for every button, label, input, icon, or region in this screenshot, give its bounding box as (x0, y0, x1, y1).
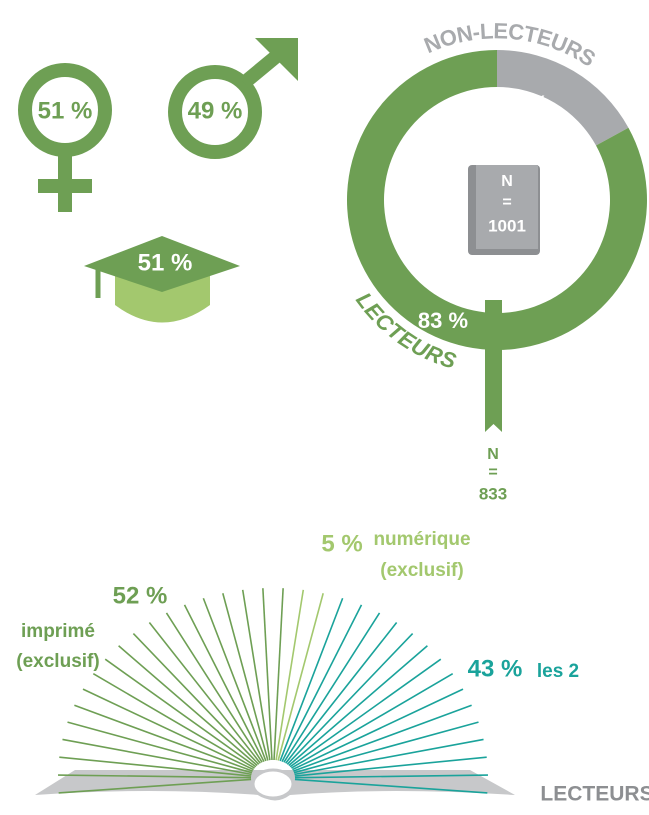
fan-line (294, 738, 484, 776)
fan-line (275, 589, 305, 761)
fan-line (289, 658, 442, 768)
bookmark (485, 300, 502, 400)
fan-line (293, 704, 472, 772)
total-value: 1001 (488, 216, 526, 235)
fan-line (62, 738, 252, 776)
fan-line (290, 672, 454, 769)
fan-line (288, 645, 428, 767)
fan (58, 588, 488, 794)
female-pct: 51 % (38, 97, 93, 124)
book-spine (251, 768, 295, 800)
fan-line (92, 672, 256, 769)
fan-line (104, 658, 257, 768)
fan-line (74, 704, 253, 772)
fan-line (82, 688, 254, 771)
fan-line (285, 622, 398, 764)
female-symbol (18, 63, 112, 212)
digital-pct: 5 % (321, 530, 362, 557)
donut (347, 50, 647, 351)
fan-line (59, 756, 252, 777)
printed-pct: 52 % (113, 582, 168, 609)
fan-line (58, 778, 252, 794)
formats-title: LECTEURS (540, 783, 649, 806)
fan-line (279, 597, 344, 762)
fan-segment (279, 597, 488, 794)
fan-line (294, 774, 488, 779)
bookmark-tail (485, 398, 502, 432)
donut-segment (497, 50, 629, 146)
readers-value: 833 (479, 484, 507, 503)
book-cover (476, 165, 538, 249)
fan-segment (58, 588, 284, 794)
nonreaders-pct: 17 % (498, 91, 548, 116)
fan-line (286, 632, 414, 765)
fan-line (293, 721, 479, 774)
male-pct: 49 % (188, 97, 243, 124)
digital-name: numérique (373, 529, 470, 550)
both-name: les 2 (537, 661, 579, 682)
male-arrow (255, 38, 298, 81)
education-pct: 51 % (138, 249, 193, 276)
fan-line (262, 588, 273, 761)
fan-line (58, 774, 252, 779)
fan-line (241, 589, 271, 761)
fan-line (148, 622, 261, 764)
fan-line (67, 721, 253, 774)
total-eq: = (502, 194, 511, 211)
fan-line (294, 756, 487, 777)
readers-pct: 83 % (418, 308, 468, 333)
fan-line (202, 597, 267, 762)
fan-line (222, 593, 269, 761)
fan-line (183, 604, 265, 762)
cap-base (115, 272, 210, 323)
fan-line (118, 645, 258, 767)
both-pct: 43 % (468, 655, 523, 682)
cap-top (84, 236, 240, 292)
readers-eq: = (488, 464, 497, 481)
fan-line (277, 593, 324, 761)
fan-line (132, 632, 260, 765)
digital-note: (exclusif) (380, 560, 463, 581)
total-n: N (501, 173, 513, 190)
printed-note: (exclusif) (16, 651, 99, 672)
fan-segment (275, 589, 324, 761)
fan-line (292, 688, 464, 771)
printed-name: imprimé (21, 621, 95, 642)
fan-line (281, 604, 363, 762)
fan-line (283, 612, 381, 763)
fan-line (165, 612, 263, 763)
fan-line (273, 588, 284, 761)
readers-n: N (487, 446, 499, 463)
fan-line (294, 778, 488, 794)
